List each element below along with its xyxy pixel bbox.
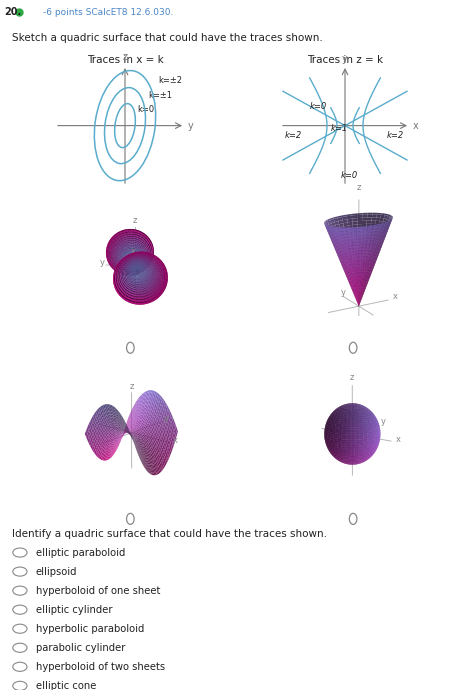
- Text: -6 points SCalcET8 12.6.030.: -6 points SCalcET8 12.6.030.: [43, 8, 173, 17]
- Text: y: y: [188, 121, 194, 130]
- Text: y: y: [342, 54, 348, 64]
- Text: z: z: [122, 52, 128, 62]
- Text: k=2: k=2: [387, 130, 404, 139]
- Text: hyperboloid of one sheet: hyperboloid of one sheet: [36, 586, 160, 595]
- Text: hyperboloid of two sheets: hyperboloid of two sheets: [36, 662, 164, 672]
- Text: hyperbolic paraboloid: hyperbolic paraboloid: [36, 624, 144, 633]
- Text: k=0: k=0: [341, 171, 358, 180]
- Text: k=2: k=2: [285, 130, 302, 139]
- Text: Identify a quadric surface that could have the traces shown.: Identify a quadric surface that could ha…: [12, 529, 327, 540]
- Text: parabolic cylinder: parabolic cylinder: [36, 643, 125, 653]
- Text: Sketch a quadric surface that could have the traces shown.: Sketch a quadric surface that could have…: [12, 33, 323, 43]
- Text: k=±1: k=±1: [148, 92, 172, 101]
- Text: elliptic cone: elliptic cone: [36, 681, 96, 690]
- Text: x: x: [413, 121, 419, 130]
- Text: elliptic paraboloid: elliptic paraboloid: [36, 548, 125, 558]
- Text: k=1: k=1: [331, 124, 348, 132]
- Text: Traces in x = k: Traces in x = k: [87, 55, 164, 65]
- Text: k=±2: k=±2: [158, 77, 182, 86]
- Text: elliptic cylinder: elliptic cylinder: [36, 604, 112, 615]
- Text: 20.: 20.: [5, 8, 22, 17]
- Text: k=0: k=0: [137, 104, 154, 114]
- Text: ellipsoid: ellipsoid: [36, 566, 77, 577]
- Text: k=0: k=0: [310, 103, 327, 112]
- Text: Traces in z = k: Traces in z = k: [307, 55, 383, 65]
